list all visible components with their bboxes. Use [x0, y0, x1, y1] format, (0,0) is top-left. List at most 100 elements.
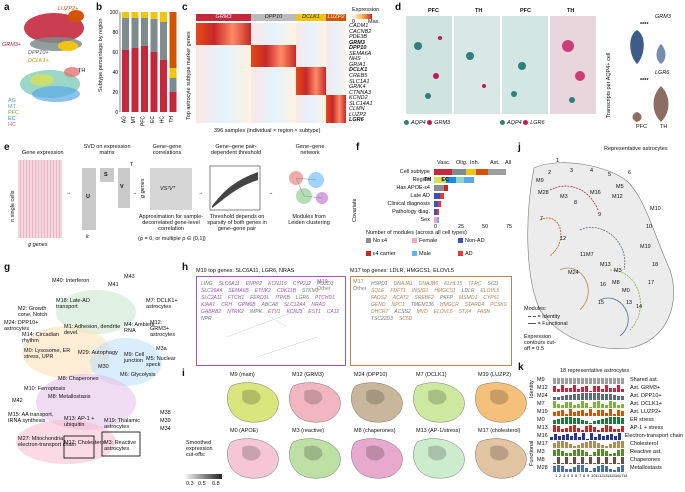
k-bar	[621, 403, 624, 408]
k-bar	[573, 412, 576, 416]
c-legend-title: Expression	[352, 7, 380, 13]
k-bar	[573, 393, 576, 400]
k-bar	[605, 412, 608, 416]
f-legend: No ε4 Female Non-AD ε4 carrier Male AD	[366, 238, 516, 257]
k-bar	[581, 386, 584, 392]
g-m3a: M3a	[156, 346, 167, 352]
c-gene-cacnb2: CACNB2	[349, 28, 372, 35]
f-xtick-50: 50	[482, 224, 489, 230]
k-bar	[557, 389, 560, 392]
k-bar	[561, 409, 564, 416]
h-gene: CYP2J2	[292, 281, 312, 287]
e-k: k	[86, 234, 89, 240]
h-gene: LING	[201, 281, 213, 287]
k-bar	[589, 425, 592, 432]
heat-cell	[326, 78, 346, 85]
k-row: M16 Electron-transport chain	[537, 432, 683, 440]
e-g2: g genes	[140, 178, 146, 198]
f-bar-seg	[434, 177, 446, 183]
d-label-pfc1: PFC	[428, 8, 439, 14]
h-gene: CYP51	[483, 295, 500, 301]
g-m39: M39	[160, 418, 171, 424]
c-header: GRM3 DPP10 DCLK1 LUZP2	[196, 14, 346, 21]
k-row-bars	[549, 433, 622, 440]
k-bar	[581, 433, 585, 440]
e-u-label: U	[86, 194, 90, 200]
k-bar	[561, 395, 564, 400]
solid-line	[528, 323, 536, 325]
i-title: M3 (reactive)	[292, 428, 325, 434]
panel-label-k: k	[518, 362, 524, 373]
h-gene: STX4	[458, 309, 472, 315]
k-row-label: Ast. GRM3+	[630, 384, 661, 391]
c-xlabel: 396 samples (individual × region × subty…	[214, 128, 321, 134]
k-bar	[617, 395, 620, 400]
k-row-module: M17	[537, 440, 548, 447]
f-legend-non-ad-text: Non-AD	[465, 238, 485, 244]
k-bar	[605, 417, 608, 424]
c-ylabel: Top astrocyte subtype marker genes	[186, 31, 192, 120]
heat-cell	[251, 50, 296, 57]
heat-cell	[326, 67, 346, 73]
k-bar	[605, 385, 608, 392]
g-m15: M15: AA transport, tRNA synthesis	[8, 412, 54, 425]
h-gene: SLC2A11	[201, 295, 223, 301]
f-legend-male: Male	[412, 251, 458, 257]
k-bar	[609, 453, 612, 456]
k-bar	[621, 449, 624, 456]
e-step2: SVD on expression matrix	[83, 144, 131, 157]
heat-cell	[296, 95, 326, 101]
b-ytick: 20	[112, 90, 118, 96]
heat-cell	[196, 67, 251, 73]
male-swatch	[412, 251, 417, 257]
g-m17: M17: Cholesterol	[64, 440, 106, 446]
j-rep-6: 6	[628, 170, 632, 176]
k-bar	[573, 450, 576, 456]
k-bar	[613, 457, 616, 464]
k-xtick: 1	[555, 473, 558, 478]
bar-AG-DCLK1+	[122, 12, 129, 18]
k-bar	[621, 418, 624, 424]
f-top-all: All	[505, 160, 512, 166]
heat-cell	[326, 61, 346, 68]
j-module-m19: M19	[640, 244, 651, 250]
heat-cell	[251, 67, 296, 73]
j-map	[527, 162, 674, 349]
bar-EC-GRM3+	[150, 52, 158, 112]
legend-hc: HC	[8, 122, 16, 129]
k-xtick: 9	[587, 473, 590, 478]
h-gene: SLC12A4	[283, 302, 306, 308]
f-row-label: Clinical diagnosis	[387, 200, 431, 207]
legend-ag: AG	[8, 98, 16, 104]
i-title: M7 (DCLK1)	[416, 372, 447, 378]
h-gene: SLC6A11	[218, 281, 240, 287]
heat-cell	[196, 61, 251, 68]
g-m5: M5: Nuclear speck	[146, 356, 176, 369]
f-legend-non-ad: Non-AD	[458, 238, 504, 244]
f-row-label: Sex	[420, 216, 430, 223]
h-gene: IMPK	[249, 309, 262, 315]
e-s-label: S	[104, 172, 108, 178]
k-bar	[597, 449, 600, 456]
f-bar-seg	[434, 193, 440, 199]
h-gene: KCNJ16	[268, 281, 287, 287]
k-row: M8 Chaperones	[537, 456, 683, 464]
k-bar	[617, 433, 621, 440]
k-row-label: ER stress	[630, 416, 654, 423]
k-bar	[593, 451, 596, 456]
d-xtick-th: TH	[660, 124, 668, 130]
g-m42: M42	[12, 398, 23, 404]
k-bar	[561, 441, 564, 448]
g-m43: M43	[124, 274, 135, 280]
k-bar	[557, 411, 560, 416]
k-row-bars	[553, 377, 627, 384]
d-micro-th2-dots	[562, 40, 585, 103]
heat-cell	[296, 84, 326, 90]
k-bar	[565, 414, 568, 416]
k-bar	[553, 397, 556, 400]
d-sig2: ****	[640, 78, 649, 84]
umap-region-pfc	[30, 74, 54, 86]
k-bar	[561, 434, 565, 440]
k-bar	[597, 410, 600, 416]
c-gene-dpp10: DPP10	[349, 45, 367, 52]
